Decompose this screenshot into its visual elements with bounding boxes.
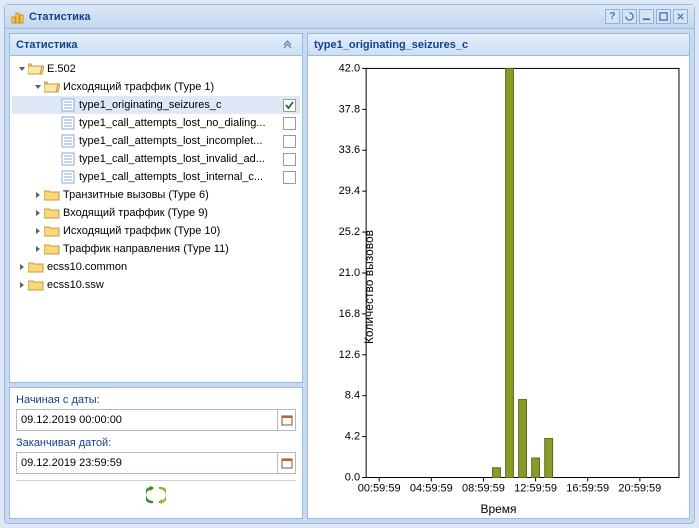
tree-node[interactable]: type1_call_attempts_lost_incomplet... [12, 132, 300, 150]
tree-node-label: Траффик направления (Type 11) [63, 243, 296, 255]
tree-node-label: Исходящий траффик (Type 1) [63, 81, 296, 93]
svg-text:16.8: 16.8 [339, 308, 360, 320]
svg-text:20:59:59: 20:59:59 [618, 483, 661, 495]
svg-text:12.6: 12.6 [339, 349, 360, 361]
end-date-label: Заканчивая датой: [16, 437, 296, 449]
tree[interactable]: E.502 Исходящий траффик (Type 1) type1_ori… [10, 56, 302, 298]
svg-text:25.2: 25.2 [339, 226, 360, 238]
tree-node-label: type1_originating_seizures_c [79, 99, 279, 111]
tree-node[interactable]: Исходящий траффик (Type 10) [12, 222, 300, 240]
tree-node[interactable]: Траффик направления (Type 11) [12, 240, 300, 258]
svg-text:42.0: 42.0 [339, 62, 360, 74]
reload-button[interactable] [146, 485, 166, 508]
tree-header: Статистика [10, 34, 302, 56]
tree-node-checkbox[interactable] [283, 153, 296, 166]
tree-node-label: type1_call_attempts_lost_invalid_ad... [79, 153, 279, 165]
svg-text:21.0: 21.0 [339, 267, 360, 279]
tree-node-checkbox[interactable] [283, 135, 296, 148]
tree-node-label: Транзитные вызовы (Type 6) [63, 189, 296, 201]
tree-node-label: type1_call_attempts_lost_no_dialing... [79, 117, 279, 129]
start-date-picker-button[interactable] [278, 409, 296, 431]
svg-text:8.4: 8.4 [345, 390, 360, 402]
collapse-button[interactable] [281, 37, 296, 52]
tree-node-label: ecss10.ssw [47, 279, 296, 291]
tree-header-label: Статистика [16, 39, 78, 51]
chart-header: type1_originating_seizures_c [308, 34, 689, 56]
svg-text:04:59:59: 04:59:59 [410, 483, 453, 495]
close-button[interactable] [673, 9, 688, 24]
tree-node-label: Входящий траффик (Type 9) [63, 207, 296, 219]
svg-text:37.8: 37.8 [339, 103, 360, 115]
tree-node-checkbox[interactable] [283, 99, 296, 112]
tree-node[interactable]: type1_originating_seizures_c [12, 96, 300, 114]
chart-xlabel: Время [480, 502, 516, 516]
tree-node[interactable]: Входящий траффик (Type 9) [12, 204, 300, 222]
svg-text:08:59:59: 08:59:59 [462, 483, 505, 495]
chart-ylabel: Количество вызовов [362, 230, 376, 344]
svg-text:00:59:59: 00:59:59 [358, 483, 401, 495]
stats-icon [11, 10, 25, 24]
tree-node[interactable]: type1_call_attempts_lost_invalid_ad... [12, 150, 300, 168]
start-date-input[interactable] [16, 409, 278, 431]
svg-text:33.6: 33.6 [339, 144, 360, 156]
svg-text:29.4: 29.4 [339, 185, 360, 197]
window-title: Статистика [29, 11, 605, 23]
tree-node-checkbox[interactable] [283, 117, 296, 130]
chart-title: type1_originating_seizures_c [314, 39, 468, 51]
maximize-button[interactable] [656, 9, 671, 24]
tree-node-label: type1_call_attempts_lost_incomplet... [79, 135, 279, 147]
svg-text:?: ? [609, 12, 615, 21]
end-date-input[interactable] [16, 452, 278, 474]
tree-node[interactable]: Исходящий траффик (Type 1) [12, 78, 300, 96]
tree-node-label: E.502 [47, 63, 296, 75]
refresh-button[interactable] [622, 9, 637, 24]
end-date-picker-button[interactable] [278, 452, 296, 474]
tree-node[interactable]: ecss10.ssw [12, 276, 300, 294]
svg-text:4.2: 4.2 [345, 431, 360, 443]
date-panel: Начиная с даты: Заканчивая датой: [9, 387, 303, 519]
minimize-button[interactable] [639, 9, 654, 24]
title-bar: Статистика ? [5, 5, 694, 29]
chart-area: Количество вызовов 0.04.28.412.616.821.0… [308, 56, 689, 518]
help-button[interactable]: ? [605, 9, 620, 24]
tree-node[interactable]: type1_call_attempts_lost_no_dialing... [12, 114, 300, 132]
tree-node-label: ecss10.common [47, 261, 296, 273]
tree-node-label: Исходящий траффик (Type 10) [63, 225, 296, 237]
tree-node-checkbox[interactable] [283, 171, 296, 184]
tree-node-label: type1_call_attempts_lost_internal_c... [79, 171, 279, 183]
svg-text:16:59:59: 16:59:59 [566, 483, 609, 495]
tree-node[interactable]: ecss10.common [12, 258, 300, 276]
svg-text:12:59:59: 12:59:59 [514, 483, 557, 495]
tree-node[interactable]: Транзитные вызовы (Type 6) [12, 186, 300, 204]
tree-node[interactable]: E.502 [12, 60, 300, 78]
start-date-label: Начиная с даты: [16, 394, 296, 406]
tree-node[interactable]: type1_call_attempts_lost_internal_c... [12, 168, 300, 186]
